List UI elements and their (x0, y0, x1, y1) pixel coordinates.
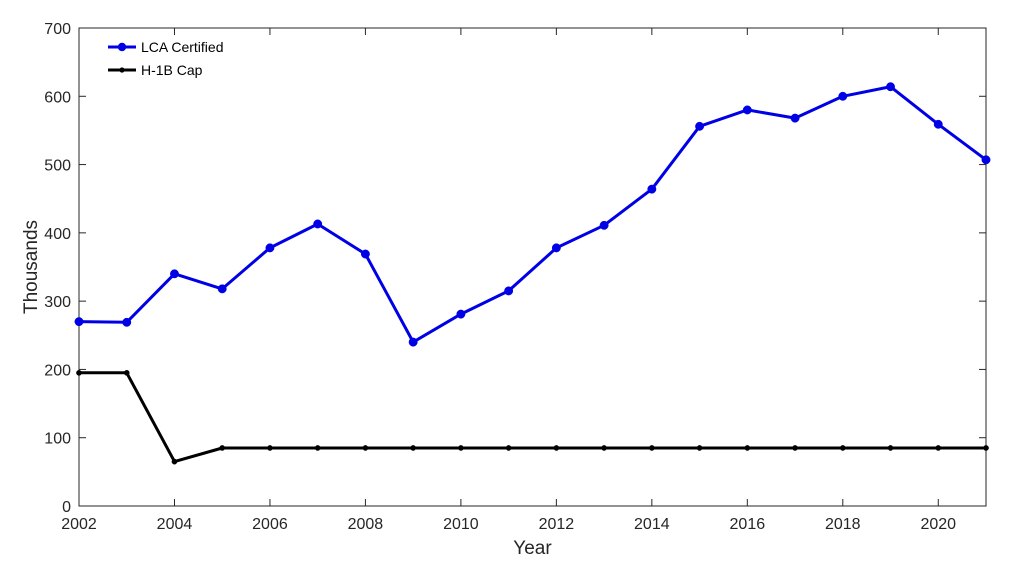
data-point (553, 445, 560, 451)
data-point (458, 445, 464, 451)
series-line (78, 85, 987, 344)
x-tick-label: 2006 (252, 516, 288, 533)
plot-area (78, 27, 987, 507)
legend-label-lca: LCA Certified (141, 39, 223, 55)
x-tick-label: 2014 (634, 516, 670, 533)
data-point (410, 445, 417, 451)
x-tick-label: 2002 (61, 516, 97, 533)
legend-swatch-cap-marker (119, 67, 125, 73)
legend: LCA Certified H-1B Cap (108, 39, 223, 78)
data-point (362, 445, 369, 451)
y-tick-label: 300 (44, 294, 71, 311)
x-axis-label: Year (513, 538, 552, 559)
x-tick-label: 2008 (348, 516, 384, 533)
data-point (76, 369, 82, 376)
data-point (744, 445, 751, 451)
y-tick-label: 100 (44, 431, 71, 448)
data-point (647, 184, 657, 194)
data-point (123, 369, 130, 376)
data-point (313, 219, 323, 229)
tick-labels: 2002 2004 2006 2008 2010 2012 2014 2016 2018 2020… (44, 21, 956, 533)
y-axis-label: Thousands (21, 220, 42, 314)
y-tick-label: 400 (44, 226, 71, 243)
data-point (504, 286, 514, 296)
data-point (792, 445, 798, 451)
x-tick-label: 2004 (157, 516, 193, 533)
y-tick-label: 700 (44, 21, 71, 38)
y-tick-label: 200 (44, 362, 71, 379)
legend-entry-cap: H-1B Cap (108, 62, 203, 78)
data-point (265, 243, 275, 253)
data-point (983, 445, 989, 451)
data-point (170, 269, 179, 279)
data-point (599, 220, 609, 230)
data-point (360, 249, 370, 259)
data-point (219, 445, 226, 451)
x-tick-label: 2018 (825, 516, 861, 533)
data-point (887, 445, 894, 451)
data-point (601, 445, 607, 451)
legend-swatch-lca-marker (117, 42, 127, 52)
x-tick-label: 2012 (539, 516, 575, 533)
data-point (935, 445, 942, 451)
y-tick-label: 0 (62, 499, 71, 516)
data-point (267, 445, 273, 451)
data-point (790, 113, 800, 123)
data-point (314, 445, 321, 451)
axis-ticks (78, 27, 986, 507)
data-point (74, 317, 84, 327)
data-point (648, 445, 655, 451)
data-point (122, 317, 132, 327)
data-point (505, 445, 512, 451)
legend-entry-lca: LCA Certified (108, 39, 223, 55)
data-point (456, 309, 466, 319)
x-tick-label: 2016 (730, 516, 766, 533)
series-layer (74, 82, 991, 465)
series-lca-certified (74, 82, 991, 347)
data-point (171, 458, 178, 465)
data-point (933, 119, 943, 129)
data-point (217, 284, 227, 294)
y-tick-label: 600 (44, 89, 71, 106)
x-tick-label: 2010 (443, 516, 479, 533)
series-h1b-cap (76, 369, 989, 465)
data-point (695, 121, 705, 131)
x-tick-label: 2020 (920, 516, 956, 533)
data-point (408, 337, 418, 347)
data-point (551, 243, 561, 253)
legend-label-cap: H-1B Cap (141, 62, 203, 78)
data-point (742, 105, 752, 115)
series-line (79, 371, 986, 464)
data-point (696, 445, 703, 451)
data-point (886, 82, 895, 92)
data-point (838, 91, 848, 101)
data-point (981, 155, 991, 165)
y-tick-label: 500 (44, 158, 71, 175)
data-point (839, 445, 846, 451)
